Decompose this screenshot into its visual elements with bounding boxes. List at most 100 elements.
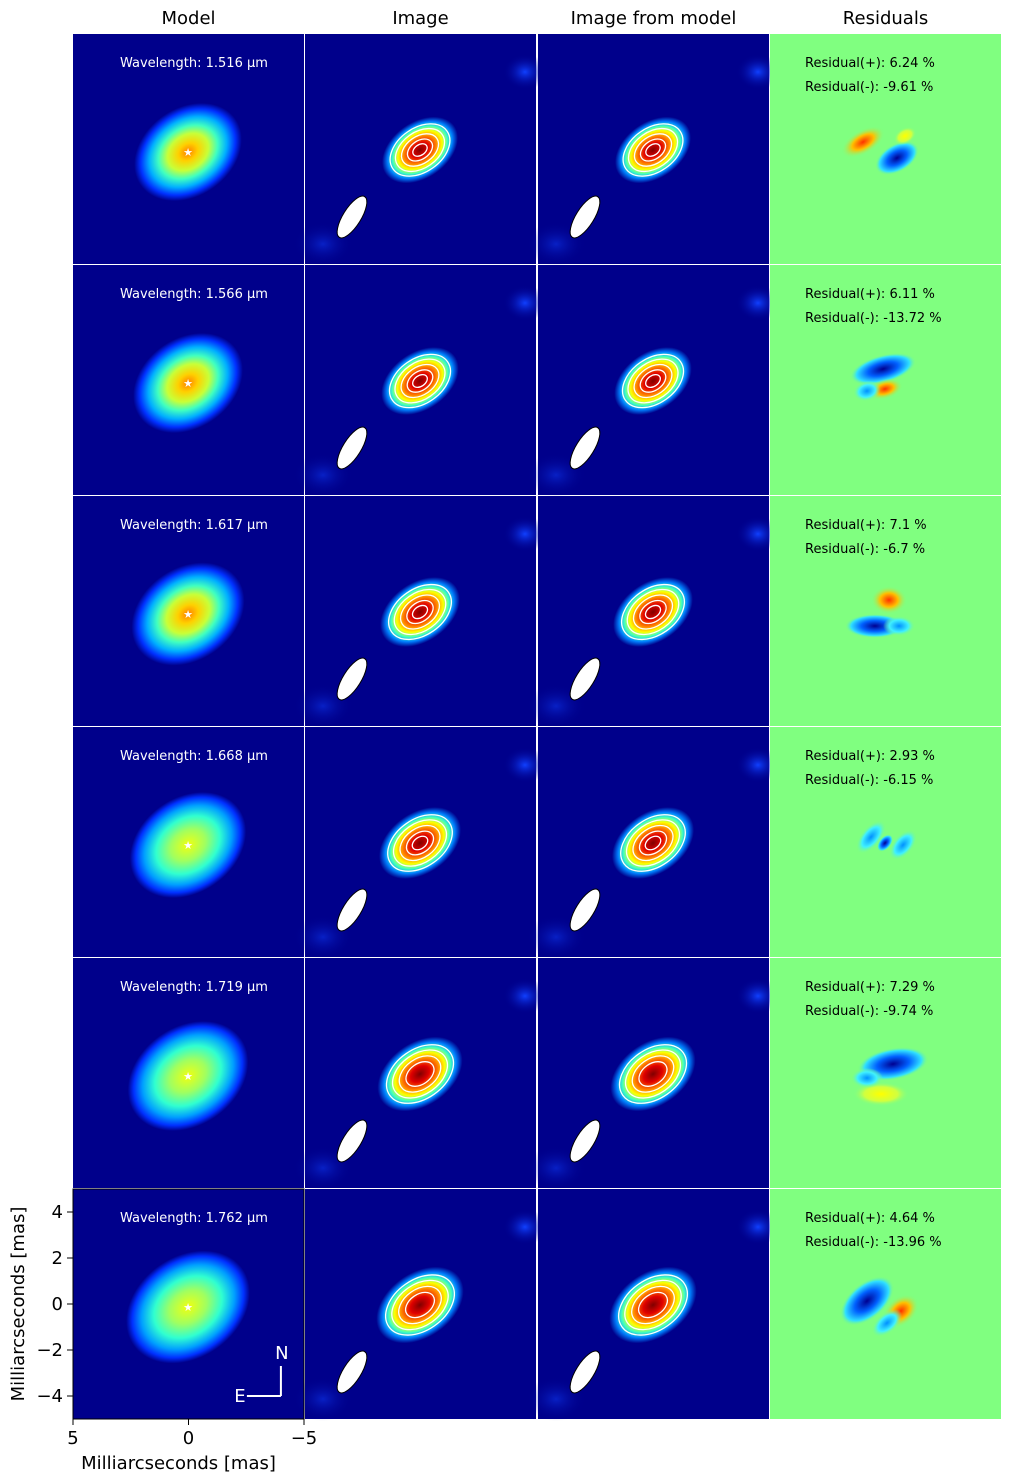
residual-positive-label: Residual(+): 2.93 % xyxy=(805,749,935,764)
residual-panel: Residual(+): 6.11 % Residual(-): -13.72 % xyxy=(770,265,1001,495)
contour-line xyxy=(618,1274,688,1336)
beam-ellipse xyxy=(336,657,368,701)
contour-line xyxy=(406,369,434,393)
residual-negative-label: Residual(-): -6.7 % xyxy=(805,542,925,557)
contour-line xyxy=(400,363,440,399)
y-tick-label: −2 xyxy=(36,1340,63,1361)
beam-ellipse xyxy=(569,426,601,470)
contour-line xyxy=(385,1274,455,1336)
contour-line xyxy=(638,1061,668,1087)
residual-panel: Residual(+): 7.29 % Residual(-): -9.74 % xyxy=(770,958,1001,1188)
residual-feature xyxy=(856,820,886,854)
x-tick-label: 0 xyxy=(183,1428,194,1449)
model-panel: ★ Wavelength: 1.719 μm xyxy=(73,958,304,1188)
contour-line xyxy=(624,1049,682,1099)
residual-feature xyxy=(889,829,917,861)
contour-line xyxy=(405,830,435,856)
star-marker: ★ xyxy=(183,608,193,621)
y-tick-label: 2 xyxy=(52,1248,63,1269)
contour-line xyxy=(412,373,428,389)
image-from-model-panel xyxy=(526,958,780,1190)
column-title: Image xyxy=(392,8,448,29)
beam-ellipse xyxy=(569,195,601,239)
contour-line xyxy=(633,133,673,167)
model-panel: ★ Wavelength: 1.668 μm xyxy=(73,727,304,957)
contour-line xyxy=(639,369,667,393)
residual-positive-label: Residual(+): 7.1 % xyxy=(805,518,927,533)
faint-blob xyxy=(503,978,547,1014)
residual-feature xyxy=(849,352,917,386)
contour-line xyxy=(411,604,429,620)
contour-line xyxy=(399,824,441,862)
contour-line xyxy=(394,127,446,173)
faint-blob xyxy=(736,54,780,90)
model-emission xyxy=(133,332,243,434)
image-emission xyxy=(381,347,459,415)
contour-line xyxy=(398,1055,442,1093)
contour-line xyxy=(406,599,434,625)
model-panel: ★ Wavelength: 1.617 μm xyxy=(73,496,304,726)
residual-negative-label: Residual(-): -9.61 % xyxy=(805,80,933,95)
contour-line xyxy=(412,143,428,157)
contour-line xyxy=(399,594,441,630)
faint-blob xyxy=(503,1209,547,1245)
image-panel xyxy=(293,727,547,959)
image-emission xyxy=(382,116,458,184)
residual-feature xyxy=(853,380,881,402)
faint-blob xyxy=(503,54,547,90)
faint-blob xyxy=(736,516,780,552)
image-emission xyxy=(377,1036,463,1112)
image-from-model-panel xyxy=(526,496,780,728)
residual-negative-label: Residual(-): -6.15 % xyxy=(805,773,933,788)
wavelength-label: Wavelength: 1.617 μm xyxy=(120,518,268,533)
image-emission xyxy=(376,1266,464,1344)
model-panel: ★ Wavelength: 1.516 μm xyxy=(73,34,304,264)
wavelength-label: Wavelength: 1.516 μm xyxy=(120,56,268,71)
column-title: Model xyxy=(161,8,215,29)
beam-ellipse xyxy=(569,1119,601,1163)
contour-line xyxy=(627,358,679,404)
contour-line xyxy=(633,363,673,399)
model-emission xyxy=(126,1250,250,1364)
star-marker: ★ xyxy=(183,377,193,390)
residual-positive-label: Residual(+): 4.64 % xyxy=(805,1211,935,1226)
contour-line xyxy=(627,127,679,173)
image-panel xyxy=(293,34,547,266)
image-emission xyxy=(610,1036,696,1112)
residual-feature xyxy=(877,834,893,852)
residual-feature xyxy=(875,140,919,176)
contour-line xyxy=(388,353,452,409)
residual-negative-label: Residual(-): -13.72 % xyxy=(805,311,942,326)
faint-blob xyxy=(736,978,780,1014)
residual-negative-label: Residual(-): -13.96 % xyxy=(805,1235,942,1250)
model-panel: ★ Wavelength: 1.762 μm xyxy=(73,1189,304,1419)
contour-line xyxy=(398,1285,442,1325)
contour-line xyxy=(644,604,662,620)
residual-feature xyxy=(851,1068,883,1088)
contour-line xyxy=(388,583,452,641)
image-emission xyxy=(611,807,695,879)
image-emission xyxy=(609,1266,697,1344)
contour-line xyxy=(645,373,661,389)
contour-line xyxy=(626,588,680,636)
contour-line xyxy=(631,1285,675,1325)
x-axis-label: Milliarcseconds [mas] xyxy=(81,1453,276,1474)
residual-panel: Residual(+): 7.1 % Residual(-): -6.7 % xyxy=(770,496,1001,726)
contour-line xyxy=(391,1049,449,1099)
residual-feature xyxy=(893,126,917,146)
image-emission xyxy=(380,577,460,647)
beam-ellipse xyxy=(569,1350,601,1394)
contour-line xyxy=(385,1044,455,1104)
residual-feature xyxy=(839,1276,895,1326)
residual-positive-label: Residual(+): 6.24 % xyxy=(805,56,935,71)
beam-ellipse xyxy=(336,1350,368,1394)
contour-line xyxy=(644,835,662,851)
contour-line xyxy=(400,133,440,167)
image-from-model-panel xyxy=(526,265,780,497)
contour-line xyxy=(411,835,429,851)
residual-feature xyxy=(883,616,915,636)
contour-line xyxy=(393,588,447,636)
wavelength-label: Wavelength: 1.566 μm xyxy=(120,287,268,302)
beam-ellipse xyxy=(336,1119,368,1163)
